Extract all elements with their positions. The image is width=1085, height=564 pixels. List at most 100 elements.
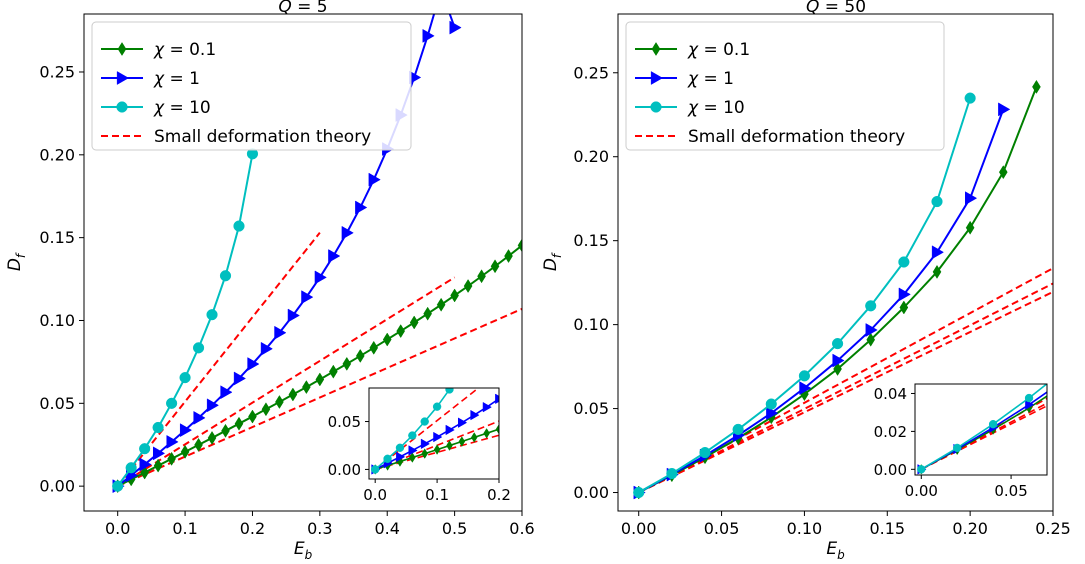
q5-series-0-point: [194, 437, 203, 452]
q5-ytick-label: 0.25: [39, 62, 75, 81]
q5-inset-xtick-label: 0.0: [363, 486, 387, 504]
q5-series-1-point: [287, 308, 300, 323]
q5-inset-series-1-point: [420, 438, 431, 450]
legend-box: [625, 21, 945, 151]
q5-inset-series-2-point: [445, 388, 454, 394]
q5-series-2-point: [166, 397, 178, 409]
q5-series-1-point: [166, 434, 179, 449]
q5-inset-series-0-point: [495, 423, 499, 435]
legend-marker: [651, 42, 661, 56]
q5-xtick-label: 0.6: [509, 519, 534, 538]
q5-inset-theory-line-0: [374, 388, 480, 471]
q5-inset-series-0-point: [731, 332, 737, 342]
q5-ytick-label: 0.20: [39, 145, 75, 164]
q5-series-2-point: [125, 462, 137, 474]
q50-xtick-label: 0.05: [704, 519, 740, 538]
q5-series-1-point: [206, 398, 220, 413]
q5-series-1-point: [260, 341, 273, 356]
q5-inset-theory-line-1: [374, 420, 499, 471]
q50-ytick-label: 0.00: [573, 483, 609, 502]
q5-series-0-point: [153, 458, 163, 473]
q50-inset-frame: [914, 383, 1048, 476]
q5-legend: χ = 0.1 χ = 1 χ = 10 Small deformation theo…: [91, 21, 412, 151]
q50-inset-series-1-point: [1025, 399, 1035, 410]
legend-label: χ = 1: [153, 69, 200, 89]
q5-inset-series-2-point: [458, 366, 466, 374]
legend-label: Small deformation theory: [688, 127, 905, 147]
q50-series-2-point: [699, 446, 711, 459]
q50-series-2-point: [931, 195, 943, 208]
q50-inset-series-1-point: [1061, 375, 1069, 385]
q5-inset-series-2-point: [432, 402, 442, 411]
q5-series-2-marks: [112, 148, 259, 492]
q5-series-0-point: [207, 430, 217, 445]
q5-inset-series-1-point: [619, 270, 627, 280]
y-axis-label: Df: [541, 252, 564, 271]
legend-label: χ = 0.1: [153, 40, 216, 60]
q50-series-1-point: [832, 353, 845, 368]
q50-series-1-point: [931, 245, 945, 260]
q5-inset-series-2-point: [383, 454, 392, 463]
q50-series-0-point: [965, 220, 975, 235]
q5-inset-series-2-point: [408, 431, 417, 440]
q5-inset-series-3: [374, 388, 499, 471]
q5-series-2-point: [233, 220, 245, 232]
q5-series-1-point: [152, 446, 166, 461]
q5-inset-series-0-point: [546, 407, 552, 417]
q5-series-0-marks: [113, 238, 522, 494]
q5-inset-xtick-label: 0.2: [487, 486, 511, 504]
legend-label: χ = 10: [153, 98, 211, 118]
q5-inset-series-0-point: [694, 349, 700, 359]
q5-inset: 0.0 0.1 0.2 0.00 0.05: [328, 178, 750, 504]
q5-series-2-point: [152, 421, 164, 434]
legend-label: Small deformation theory: [154, 127, 371, 147]
q50-series-2-point: [898, 256, 910, 268]
q50-inset-series-2-point: [988, 420, 998, 429]
q5-inset-frame: [368, 387, 500, 480]
q50-series-0-point: [899, 300, 909, 315]
q50-legend: χ = 0.1 χ = 1 χ = 10 Small deformation theo…: [625, 21, 945, 151]
q5-series-2-point: [192, 342, 205, 354]
q5-series-0-point: [382, 332, 392, 347]
q5-inset-series-1-point: [669, 178, 677, 188]
q5-inset-series-1-point: [458, 417, 468, 428]
q5-inset-series-1-point: [594, 304, 602, 314]
q50-inset-series-2-marks: [917, 384, 1047, 474]
q5-inset-series-1-point: [470, 409, 480, 421]
q50-series-2-marks: [633, 92, 976, 499]
q5-inset-series-0-point: [719, 338, 725, 348]
q5-inset-series-0-point: [620, 380, 626, 390]
q5-inset-series-0-marks: [371, 325, 750, 475]
q50-series-1-point: [898, 287, 911, 302]
q5-series-0-point: [288, 387, 298, 402]
q5-theory-line-1: [117, 276, 456, 488]
q5-inset-series-1-point: [545, 355, 553, 365]
q5-inset-series-0-point: [607, 385, 613, 395]
q5-series-0-point: [180, 444, 190, 459]
q50-series-2-point: [765, 398, 777, 410]
q5-inset-series-0-point: [682, 354, 688, 364]
q5-series-1-point: [422, 28, 435, 43]
q5-series-0-point: [234, 416, 244, 431]
q5-inset-series-0-point: [533, 412, 539, 422]
legend-marker: [116, 71, 130, 85]
q5-inset-series-1-point: [396, 451, 406, 463]
y-axis-label: Df: [5, 252, 28, 271]
panel-q50: 0.00 0.05 0.10 0.15 0.20 0.25 0.00 0.05 0.10 0.15…: [541, 0, 1071, 562]
q5-series-1-point: [301, 290, 314, 305]
q5-frame: [83, 13, 523, 512]
q5-series-0-point: [221, 423, 230, 438]
q5-inset-series-0-point: [744, 325, 750, 335]
q5-ytick-label: 0.00: [39, 477, 75, 496]
q5-inset-series-1-point: [482, 401, 492, 413]
q5-inset-series-0-point: [508, 420, 514, 430]
x-axis-label: Eb: [294, 539, 313, 562]
q5-inset-series-1-point: [656, 204, 664, 214]
q50-ytick-label: 0.10: [573, 315, 609, 334]
q50-frame: [617, 13, 1054, 512]
panel-q5: 0.0 0.1 0.2 0.3 0.4 0.5 0.6 0.00 0.05 0.10 0.15 0.2…: [5, 0, 750, 562]
q5-series-0-point: [450, 288, 459, 303]
q50-series-1-point: [766, 406, 779, 421]
q50-inset-series-0-point: [1062, 380, 1068, 390]
q5-series-0-point: [477, 269, 486, 284]
